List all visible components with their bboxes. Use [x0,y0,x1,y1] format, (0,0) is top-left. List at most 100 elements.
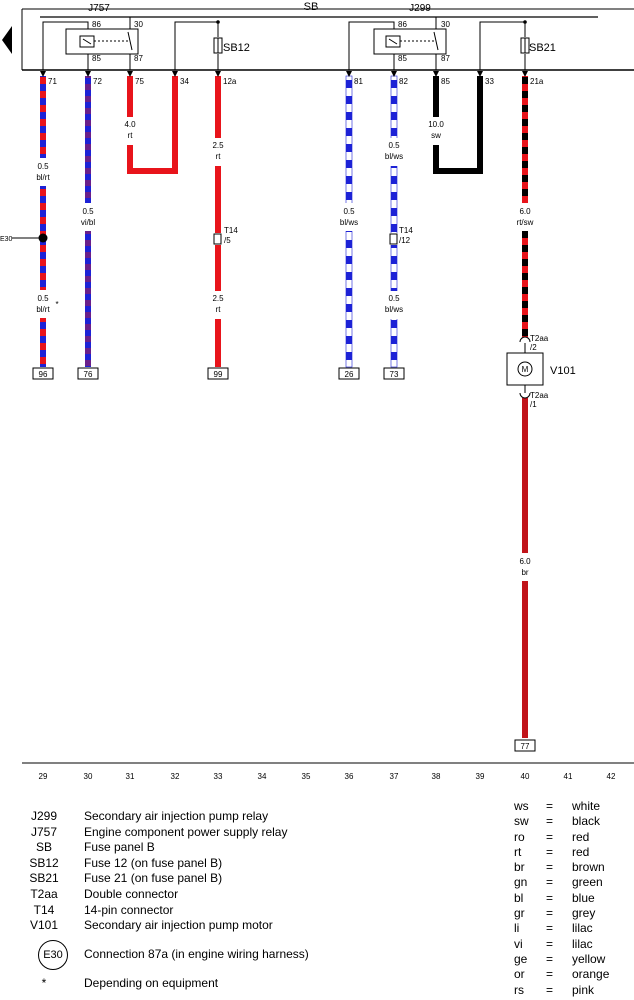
wire-size: 2.5 [212,141,224,150]
wire-39-sw [477,76,483,174]
fuse-sb21-label: SB21 [529,42,556,54]
wire-size: 0.5 [37,294,49,303]
legend-code: J757 [30,824,58,839]
wire-size: 6.0 [519,557,531,566]
track-number: 33 [214,772,223,781]
color-abbr: ro [514,829,525,844]
relay-j757-pin-85: 85 [92,54,101,63]
legend-desc: Depending on equipment [84,975,219,990]
connector-t2aa-label: T2aa [530,391,549,400]
color-abbr: ge [514,951,528,966]
color-name: orange [572,967,610,982]
legend-code: T14 [33,902,55,917]
terminal-12a: 12a [223,77,237,86]
relay-j299-pin-87: 87 [441,54,450,63]
ground-box-99 [207,367,229,380]
fuse-sb12-label: SB12 [223,42,250,54]
relay-j757 [65,28,139,55]
color-name: red [572,829,590,844]
connector-t14-pin: /12 [399,236,411,245]
legend-desc: Fuse panel B [84,840,155,855]
ground-box-label: 99 [214,370,223,379]
connector-t2aa-pin: /1 [530,400,537,409]
wire-color: rt [128,131,134,140]
legend-desc: Secondary air injection pump motor [84,918,273,933]
motor-v101-label: V101 [550,365,576,377]
connector-t14-pin5 [213,233,222,245]
legend-desc: 14-pin connector [84,902,174,917]
wire-size: 4.0 [124,120,136,129]
equals-sign: = [546,844,554,859]
terminal-21a: 21a [530,77,544,86]
ground-box-73 [383,367,405,380]
track-number: 37 [390,772,399,781]
motor-icon [517,361,533,377]
legend-row: T2aa Double connector [20,887,350,903]
track-number: 36 [345,772,354,781]
color-name: blue [572,890,595,905]
color-name: red [572,844,590,859]
wire-size: 0.5 [82,207,94,216]
legend-code: J299 [30,809,58,823]
wire-color: rt [216,152,222,161]
wire-color: vi/bl [81,218,95,227]
legend-row: SB Fuse panel B [20,840,350,856]
junction-dot [523,20,527,24]
ground-box-label: 96 [39,370,48,379]
color-code-row: gn = green [512,875,622,890]
equals-sign: = [546,921,554,936]
terminal-72: 72 [93,77,102,86]
terminal-71: 71 [48,77,57,86]
color-abbr: gn [514,875,528,890]
ground-box-label: 73 [390,370,399,379]
legend-code: * [41,975,47,990]
wire-size: 0.5 [388,141,400,150]
ground-box-77 [514,739,536,752]
terminal-85: 85 [441,77,450,86]
color-abbr: vi [514,936,523,951]
equals-sign: = [546,829,554,844]
ground-box-label: 26 [345,370,354,379]
color-name: black [572,814,601,829]
equals-sign: = [546,875,554,890]
relay-j757-pin-30: 30 [134,20,143,29]
color-code-table: ws = white sw = black ro = red rt = red br = brown… [512,799,622,998]
connection-circle-icon: E30 [38,939,68,970]
ground-box-26 [338,367,360,380]
connector-t14-label: T14 [224,226,238,235]
wire-size: 0.5 [37,162,49,171]
wire-color: rt [216,305,222,314]
track-number: 30 [84,772,93,781]
color-name: white [572,799,601,813]
ground-box-76 [77,367,99,380]
color-abbr: gr [514,906,525,921]
color-abbr: rs [514,982,524,997]
color-code-row: sw = black [512,814,622,829]
e30-label: E30 [0,236,13,243]
legend-desc: Double connector [84,886,179,901]
ground-box-label: 77 [521,742,530,751]
track-number: 41 [564,772,573,781]
fuse-panel-label: SB [304,1,319,13]
wire-size: 2.5 [212,294,224,303]
connector-t2aa-bottom [519,392,531,399]
color-abbr: rt [514,844,522,859]
legend-row: SB21 Fuse 21 (on fuse panel B) [20,871,350,887]
color-code-row: vi = lilac [512,937,622,952]
legend-desc: Fuse 21 (on fuse panel B) [84,871,223,886]
equals-sign: = [546,936,554,951]
color-abbr: or [514,967,525,982]
legend-row: J757 Engine component power supply relay [20,825,350,841]
e30-junction-dot [38,233,48,243]
relay-j299-pin-85: 85 [398,54,407,63]
color-code-row: or = orange [512,967,622,982]
color-code-row: rs = pink [512,983,622,998]
color-name: brown [572,860,605,875]
color-abbr: bl [514,890,524,905]
component-legend: J299 Secondary air injection pump relay J… [20,809,350,991]
track-number: 29 [39,772,48,781]
legend-code: T2aa [30,886,58,901]
ground-box-label: 76 [84,370,93,379]
motor-symbol: M [522,365,529,374]
relay-j757-label: J757 [88,3,110,14]
